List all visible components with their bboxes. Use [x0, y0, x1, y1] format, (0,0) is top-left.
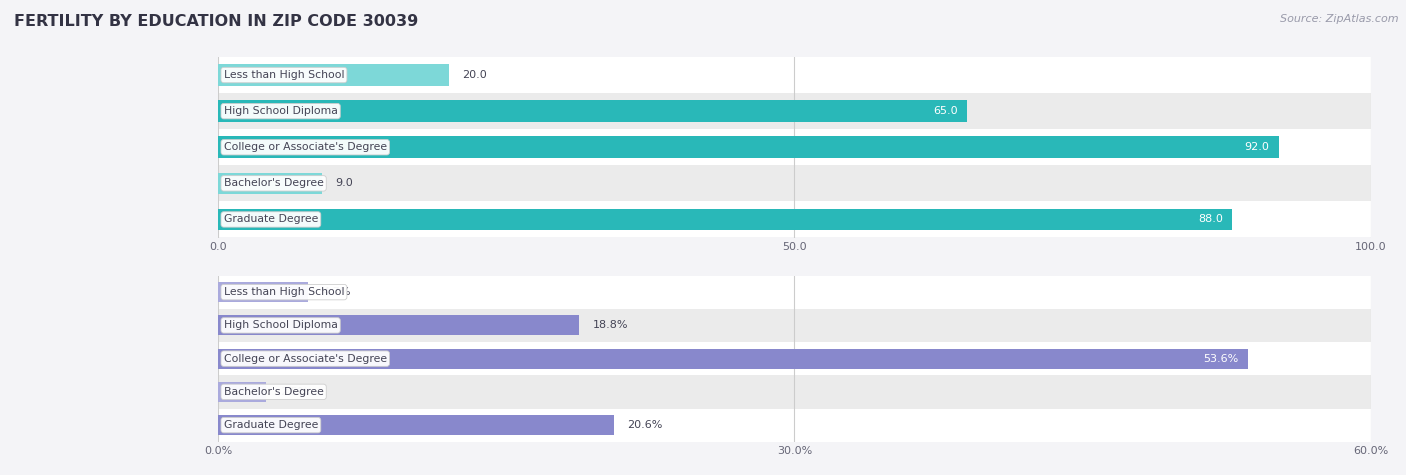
Text: 88.0: 88.0: [1198, 214, 1223, 225]
Text: 65.0: 65.0: [934, 106, 957, 116]
Text: College or Associate's Degree: College or Associate's Degree: [224, 142, 387, 152]
Bar: [218, 64, 449, 86]
Text: College or Associate's Degree: College or Associate's Degree: [224, 353, 387, 364]
Text: 20.0: 20.0: [463, 70, 486, 80]
Text: High School Diploma: High School Diploma: [224, 106, 337, 116]
Bar: [218, 100, 967, 122]
Text: 53.6%: 53.6%: [1204, 353, 1239, 364]
Bar: [218, 165, 1371, 201]
Text: Graduate Degree: Graduate Degree: [224, 420, 318, 430]
Bar: [218, 315, 579, 335]
Bar: [218, 93, 1371, 129]
Bar: [218, 276, 1371, 309]
Text: Bachelor's Degree: Bachelor's Degree: [224, 178, 323, 189]
Bar: [218, 382, 266, 402]
Bar: [218, 129, 1371, 165]
Text: 92.0: 92.0: [1244, 142, 1270, 152]
Text: 18.8%: 18.8%: [593, 320, 628, 331]
Text: Graduate Degree: Graduate Degree: [224, 214, 318, 225]
Text: Source: ZipAtlas.com: Source: ZipAtlas.com: [1281, 14, 1399, 24]
Bar: [218, 282, 308, 302]
Bar: [218, 201, 1371, 238]
Text: Less than High School: Less than High School: [224, 287, 344, 297]
Bar: [218, 415, 614, 435]
Text: 4.7%: 4.7%: [322, 287, 350, 297]
Bar: [218, 342, 1371, 375]
Text: FERTILITY BY EDUCATION IN ZIP CODE 30039: FERTILITY BY EDUCATION IN ZIP CODE 30039: [14, 14, 419, 29]
Bar: [218, 209, 1233, 230]
Bar: [218, 408, 1371, 442]
Text: Bachelor's Degree: Bachelor's Degree: [224, 387, 323, 397]
Text: 2.5%: 2.5%: [280, 387, 308, 397]
Bar: [218, 309, 1371, 342]
Bar: [218, 172, 322, 194]
Bar: [218, 136, 1278, 158]
Text: High School Diploma: High School Diploma: [224, 320, 337, 331]
Text: Less than High School: Less than High School: [224, 70, 344, 80]
Bar: [218, 375, 1371, 408]
Text: 9.0: 9.0: [336, 178, 353, 189]
Bar: [218, 349, 1249, 369]
Text: 20.6%: 20.6%: [627, 420, 664, 430]
Bar: [218, 57, 1371, 93]
